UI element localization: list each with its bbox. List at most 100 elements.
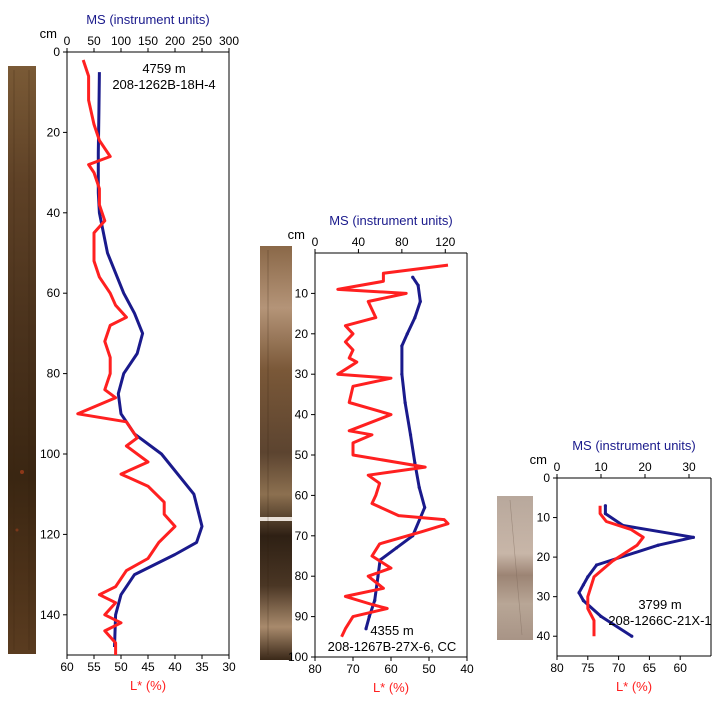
depth-tick-label: 30 xyxy=(537,590,551,604)
depth-tick-label: 80 xyxy=(295,569,309,583)
ms-data-point xyxy=(373,598,377,603)
lstar-series-line xyxy=(336,263,450,638)
core-photo-3 xyxy=(497,496,533,640)
lstar-tick-label: 35 xyxy=(195,660,209,674)
ms-tick-label: 150 xyxy=(138,34,158,48)
depth-tick-label: 20 xyxy=(295,327,309,341)
lstar-tick-label: 60 xyxy=(384,662,398,676)
depth-tick-label: 0 xyxy=(53,45,60,59)
lstar-tick-label: 65 xyxy=(643,661,657,675)
site-depth-label: 4355 m xyxy=(370,623,413,638)
ms-data-point xyxy=(403,400,407,405)
ms-tick-label: 120 xyxy=(435,235,455,249)
ms-data-point xyxy=(417,485,421,489)
ms-data-point xyxy=(376,574,380,578)
sample-label: 208-1262B-18H-4 xyxy=(112,77,215,92)
ms-data-point xyxy=(630,634,634,638)
ms-tick-label: 40 xyxy=(352,235,366,249)
ms-data-point xyxy=(599,614,603,619)
ms-data-point xyxy=(577,591,581,595)
ms-tick-label: 300 xyxy=(219,34,239,48)
site-depth-label: 3799 m xyxy=(638,597,681,612)
ms-data-point xyxy=(656,543,660,547)
panel-1262B: MS (instrument units)0 50 100 150 200 250 3006… xyxy=(40,12,240,693)
depth-tick-label: 40 xyxy=(47,206,61,220)
lstar-tick-label: 80 xyxy=(308,662,322,676)
depth-unit-label: cm xyxy=(40,26,57,41)
ms-tick-label: 30 xyxy=(682,460,696,474)
lstar-tick-label: 80 xyxy=(550,661,564,675)
depth-tick-label: 20 xyxy=(537,550,551,564)
depth-tick-label: 50 xyxy=(295,448,309,462)
lstar-tick-label: 45 xyxy=(141,660,155,674)
ms-tick-label: 0 xyxy=(554,460,561,474)
lstar-tick-label: 40 xyxy=(168,660,182,674)
lstar-axis-title: L* (%) xyxy=(616,679,652,694)
ms-data-point xyxy=(394,546,399,550)
lstar-axis-title: L* (%) xyxy=(373,680,409,695)
ms-series-line xyxy=(364,276,427,630)
lstar-tick-label: 40 xyxy=(460,662,474,676)
ms-tick-label: 250 xyxy=(192,34,212,48)
ms-axis-title: MS (instrument units) xyxy=(329,213,453,228)
ms-data-point xyxy=(413,316,417,320)
core-photo-1 xyxy=(8,66,36,654)
ms-data-point xyxy=(411,275,415,279)
ms-data-point xyxy=(691,535,696,539)
lstar-tick-label: 60 xyxy=(674,661,688,675)
ms-series-line xyxy=(96,72,204,648)
core-photo-2 xyxy=(260,246,292,660)
depth-tick-label: 60 xyxy=(47,286,61,300)
ms-data-point xyxy=(418,299,422,304)
ms-tick-label: 80 xyxy=(395,235,409,249)
ms-tick-label: 0 xyxy=(312,235,319,249)
ms-data-point xyxy=(408,433,413,437)
ms-data-point xyxy=(423,505,427,510)
lstar-tick-label: 55 xyxy=(87,660,101,674)
ms-axis-title: MS (instrument units) xyxy=(86,12,210,27)
ms-tick-label: 200 xyxy=(165,34,185,48)
depth-tick-label: 0 xyxy=(543,471,550,485)
depth-tick-label: 70 xyxy=(295,529,309,543)
depth-tick-label: 100 xyxy=(288,650,308,664)
site-depth-label: 4759 m xyxy=(142,61,185,76)
depth-tick-label: 120 xyxy=(40,527,60,541)
lstar-tick-label: 60 xyxy=(60,660,74,674)
lstar-tick-label: 70 xyxy=(612,661,626,675)
ms-data-point xyxy=(405,332,409,336)
depth-unit-label: cm xyxy=(530,452,547,467)
lstar-series-line xyxy=(76,59,177,655)
ms-data-point xyxy=(603,504,608,508)
panel-1267B: MS (instrument units) 0 40 80 120 80 70 60 50 40 L… xyxy=(288,213,474,695)
lstar-series-line xyxy=(586,505,645,637)
lstar-tick-label: 75 xyxy=(581,661,595,675)
ms-data-point xyxy=(416,283,420,287)
lstar-tick-label: 70 xyxy=(346,662,360,676)
ms-data-point xyxy=(400,344,404,348)
lstar-tick-label: 50 xyxy=(422,662,436,676)
depth-tick-label: 90 xyxy=(295,610,309,624)
depth-tick-label: 100 xyxy=(40,447,60,461)
ms-tick-label: 10 xyxy=(594,460,608,474)
lstar-tick-label: 30 xyxy=(222,660,236,674)
sample-label: 208-1267B-27X-6, CC xyxy=(328,639,457,654)
depth-tick-label: 30 xyxy=(295,367,309,381)
ms-tick-label: 0 xyxy=(64,34,71,48)
depth-tick-label: 140 xyxy=(40,608,60,622)
ms-axis-title: MS (instrument units) xyxy=(572,438,696,453)
ms-data-point xyxy=(581,599,586,603)
lstar-tick-label: 50 xyxy=(114,660,128,674)
ms-tick-label: 100 xyxy=(111,34,131,48)
depth-tick-label: 80 xyxy=(47,367,61,381)
ms-data-point xyxy=(586,575,590,579)
ms-data-point xyxy=(581,583,586,587)
depth-unit-label: cm xyxy=(288,227,305,242)
panel-1266C: MS (instrument units) 0 10 20 30 80 75 70 65 60 L*… xyxy=(530,438,712,694)
sample-label: 208-1266C-21X-1 xyxy=(608,613,711,628)
ms-tick-label: 50 xyxy=(87,34,101,48)
depth-tick-label: 40 xyxy=(295,408,309,422)
ms-data-point xyxy=(367,615,371,619)
ms-data-point xyxy=(364,627,368,631)
ms-data-point xyxy=(400,372,404,376)
